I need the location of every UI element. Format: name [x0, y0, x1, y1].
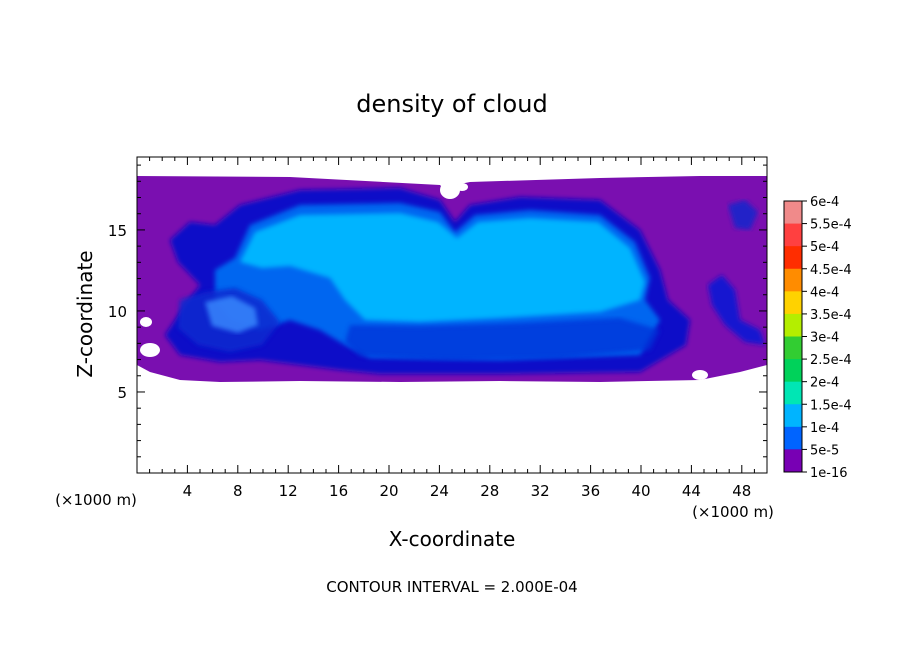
x-axis-label: X-coordinate — [389, 527, 516, 551]
colorbar-label: 5e-4 — [810, 240, 839, 255]
x-tick-label: 36 — [581, 482, 600, 500]
colorbar-swatch — [784, 336, 802, 360]
colorbar: 6e-4 5.5e-4 5e-4 4.5e-4 4e-4 3.5e-4 3e-4 2.5e-4… — [783, 195, 852, 481]
x-tick-label: 20 — [379, 482, 398, 500]
colorbar-swatch — [784, 359, 802, 383]
y-tick-label: 15 — [108, 222, 127, 240]
colorbar-label: 1e-4 — [810, 421, 839, 436]
cloud-core-region — [240, 213, 645, 322]
colorbar-label: 3.5e-4 — [810, 308, 852, 323]
colorbar-label: 5.5e-4 — [810, 218, 852, 233]
colorbar-label: 2e-4 — [810, 376, 839, 391]
plot-area — [137, 176, 767, 382]
colorbar-label: 1e-16 — [810, 466, 848, 481]
colorbar-label: 5e-5 — [810, 443, 839, 458]
colorbar-label: 4e-4 — [810, 285, 839, 300]
colorbar-label: 2.5e-4 — [810, 353, 852, 368]
colorbar-swatch — [784, 449, 802, 472]
colorbar-swatch — [784, 291, 802, 315]
colorbar-swatch — [784, 223, 802, 247]
colorbar-label: 3e-4 — [810, 331, 839, 346]
colorbar-swatch — [784, 404, 802, 428]
x-unit-left: (×1000 m) — [55, 491, 137, 509]
envelope-gaps — [140, 181, 708, 380]
colorbar-label: 1.5e-4 — [810, 398, 852, 413]
cloud-filament-right — [708, 275, 765, 345]
x-tick-label: 8 — [233, 482, 243, 500]
colorbar-label: 6e-4 — [810, 195, 839, 210]
colorbar-swatch — [784, 201, 802, 225]
cloud-left-eddy-core — [205, 296, 258, 333]
x-tick-label: 44 — [682, 482, 701, 500]
x-tick-label: 40 — [631, 482, 650, 500]
y-axis-label: Z-coordinate — [73, 250, 97, 377]
cloud-blob-topright — [728, 200, 758, 230]
x-axis-ticks: 4 8 12 16 20 24 28 32 36 40 44 48 — [149, 157, 755, 500]
x-tick-label: 16 — [329, 482, 348, 500]
cloud-lower-band — [345, 318, 660, 360]
x-tick-label: 28 — [480, 482, 499, 500]
x-tick-label: 24 — [430, 482, 449, 500]
colorbar-swatch — [784, 313, 802, 337]
x-tick-label: 4 — [183, 482, 193, 500]
x-unit-right: (×1000 m) — [692, 503, 774, 521]
colorbar-swatch — [784, 246, 802, 270]
y-tick-label: 10 — [108, 303, 127, 321]
colorbar-swatch — [784, 426, 802, 450]
colorbar-swatch — [784, 268, 802, 292]
y-tick-label: 5 — [117, 384, 127, 402]
colorbar-swatch — [784, 381, 802, 405]
x-tick-label: 48 — [732, 482, 751, 500]
contour-interval-note: CONTOUR INTERVAL = 2.000E-04 — [326, 578, 577, 596]
x-tick-label: 12 — [279, 482, 298, 500]
y-axis-ticks: 5 10 15 — [108, 164, 767, 458]
chart-title: density of cloud — [356, 90, 547, 118]
x-tick-label: 32 — [531, 482, 550, 500]
colorbar-label: 4.5e-4 — [810, 263, 852, 278]
